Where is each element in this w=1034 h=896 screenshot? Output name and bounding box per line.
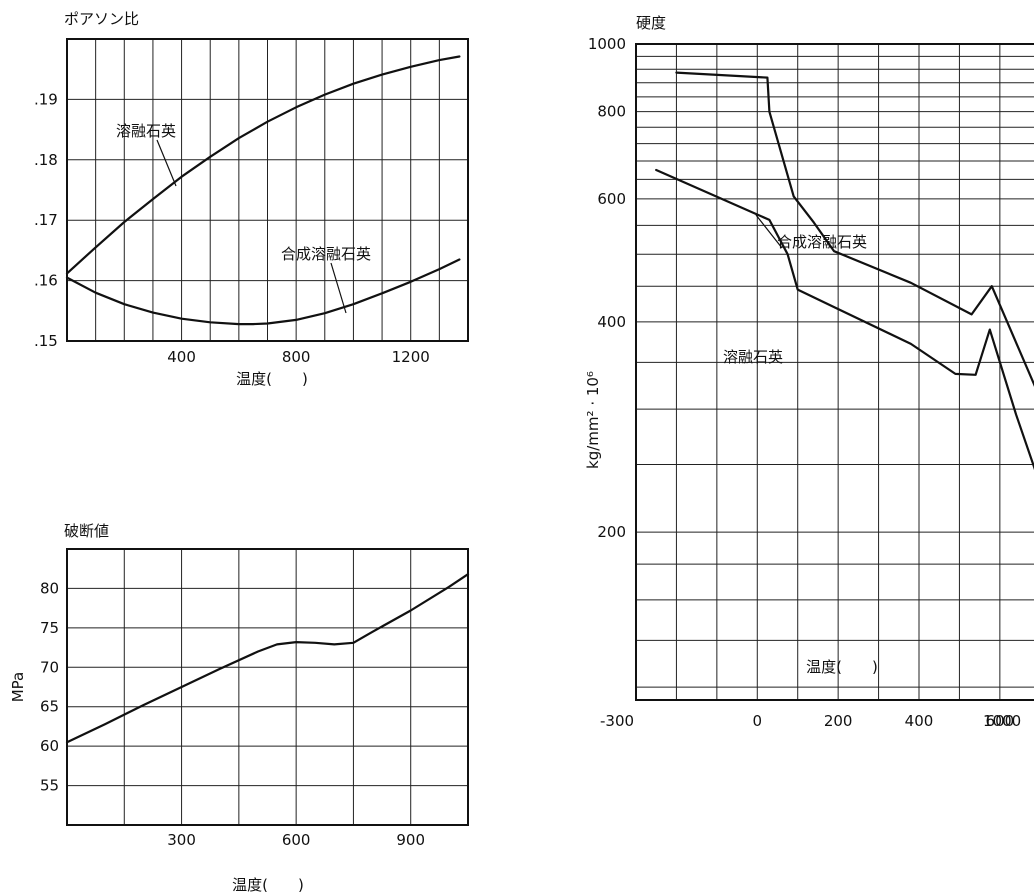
poisson-x-tick-label: 800 <box>282 348 311 366</box>
breaking-strength-series-line <box>65 573 470 744</box>
poisson-series <box>65 55 461 326</box>
hardness-x-tick-label: 1000 <box>983 712 1021 730</box>
breaking-strength-x-tick-label: 600 <box>282 831 311 849</box>
poisson-series-1-line <box>65 55 461 275</box>
poisson-y-tick-label: .17 <box>34 211 58 229</box>
poisson-x-tick-label: 1200 <box>392 348 430 366</box>
poisson-series-2-leader <box>330 262 347 314</box>
poisson-y-tick-label: .19 <box>34 90 58 108</box>
hardness-series <box>655 71 1034 471</box>
poisson-y-tick-label: .18 <box>34 151 58 169</box>
hardness-series-1-line <box>675 71 1034 387</box>
poisson-title: ポアソン比 <box>64 10 139 28</box>
poisson-y-tick-label: .15 <box>34 332 58 350</box>
breaking-strength-y-tick-label: 55 <box>40 777 59 795</box>
hardness-x-tick-label: 400 <box>905 712 934 730</box>
hardness-y-tick-label: 800 <box>597 103 626 121</box>
poisson-grid <box>67 39 468 341</box>
breaking-strength-x-ticks: 300 600 900 <box>167 831 425 849</box>
breaking-strength-y-tick-label: 70 <box>40 658 59 676</box>
breaking-strength-x-axis-label: 温度( ) <box>232 876 304 894</box>
poisson-series-2-label: 合成溶融石英 <box>281 245 371 263</box>
breaking-strength-y-axis-label: MPa <box>9 672 27 703</box>
hardness-x-tick-label: 200 <box>824 712 853 730</box>
poisson-plot-frame <box>66 38 469 342</box>
poisson-x-axis-label: 温度( ) <box>236 370 308 388</box>
hardness-y-tick-label: 1000 <box>588 35 626 53</box>
poisson-y-tick-label: .16 <box>34 272 58 290</box>
hardness-chart: 硬度 200 400 600 800 1000 -300 0 200 400 600 800 100… <box>584 14 1034 730</box>
poisson-series-1-label: 溶融石英 <box>116 122 176 140</box>
hardness-y-axis-label: kg/mm² · 10⁶ <box>584 371 602 469</box>
hardness-y-ticks: 200 400 600 800 1000 <box>588 35 626 541</box>
hardness-x-tick-label: 600 <box>986 712 1015 730</box>
hardness-x-tick-label: -300 <box>600 712 634 730</box>
hardness-title: 硬度 <box>636 14 666 32</box>
hardness-series-1-label: 合成溶融石英 <box>777 233 867 251</box>
breaking-strength-series <box>65 573 470 744</box>
hardness-grid <box>636 44 1034 700</box>
hardness-y-tick-label: 400 <box>597 313 626 331</box>
breaking-strength-y-tick-label: 80 <box>40 579 59 597</box>
breaking-strength-y-tick-label: 60 <box>40 737 59 755</box>
hardness-x-ticks: -30002004006008001000 <box>600 712 1021 730</box>
poisson-chart: ポアソン比 .15 .16 .17 .18 .19 400 800 1200 温度( ) 溶… <box>34 10 469 388</box>
poisson-x-tick-label: 400 <box>167 348 196 366</box>
hardness-y-tick-label: 200 <box>597 523 626 541</box>
hardness-y-tick-label: 600 <box>597 190 626 208</box>
breaking-strength-plot-frame <box>66 548 469 826</box>
breaking-strength-x-tick-label: 900 <box>396 831 425 849</box>
breaking-strength-y-tick-label: 65 <box>40 698 59 716</box>
poisson-series-1-leader <box>156 139 177 187</box>
poisson-x-ticks: 400 800 1200 <box>167 348 430 366</box>
hardness-x-axis-label: 温度( ) <box>806 658 878 676</box>
hardness-series-1-leader <box>755 214 783 249</box>
breaking-strength-y-tick-label: 75 <box>40 619 59 637</box>
breaking-strength-title: 破断値 <box>64 522 109 540</box>
hardness-x-tick-label: 0 <box>753 712 763 730</box>
breaking-strength-chart: 破断値 55 60 65 70 75 80 300 600 900 温度( ) MPa <box>9 522 470 894</box>
poisson-series-2-line <box>65 258 461 326</box>
hardness-series-2-line <box>655 168 1034 471</box>
hardness-series-2-label: 溶融石英 <box>723 348 783 366</box>
breaking-strength-grid <box>67 549 468 825</box>
breaking-strength-y-ticks: 55 60 65 70 75 80 <box>40 579 59 794</box>
breaking-strength-x-tick-label: 300 <box>167 831 196 849</box>
hardness-plot-frame <box>635 43 1034 701</box>
poisson-y-ticks: .15 .16 .17 .18 .19 <box>34 90 58 350</box>
